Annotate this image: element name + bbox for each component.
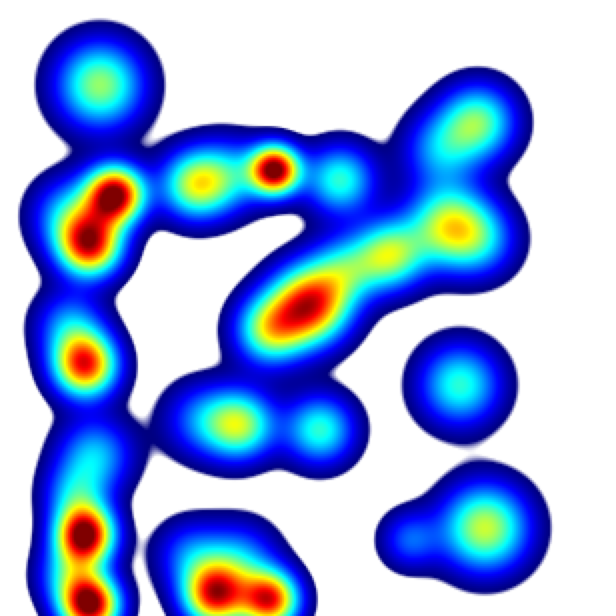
heatmap-canvas xyxy=(0,0,616,616)
